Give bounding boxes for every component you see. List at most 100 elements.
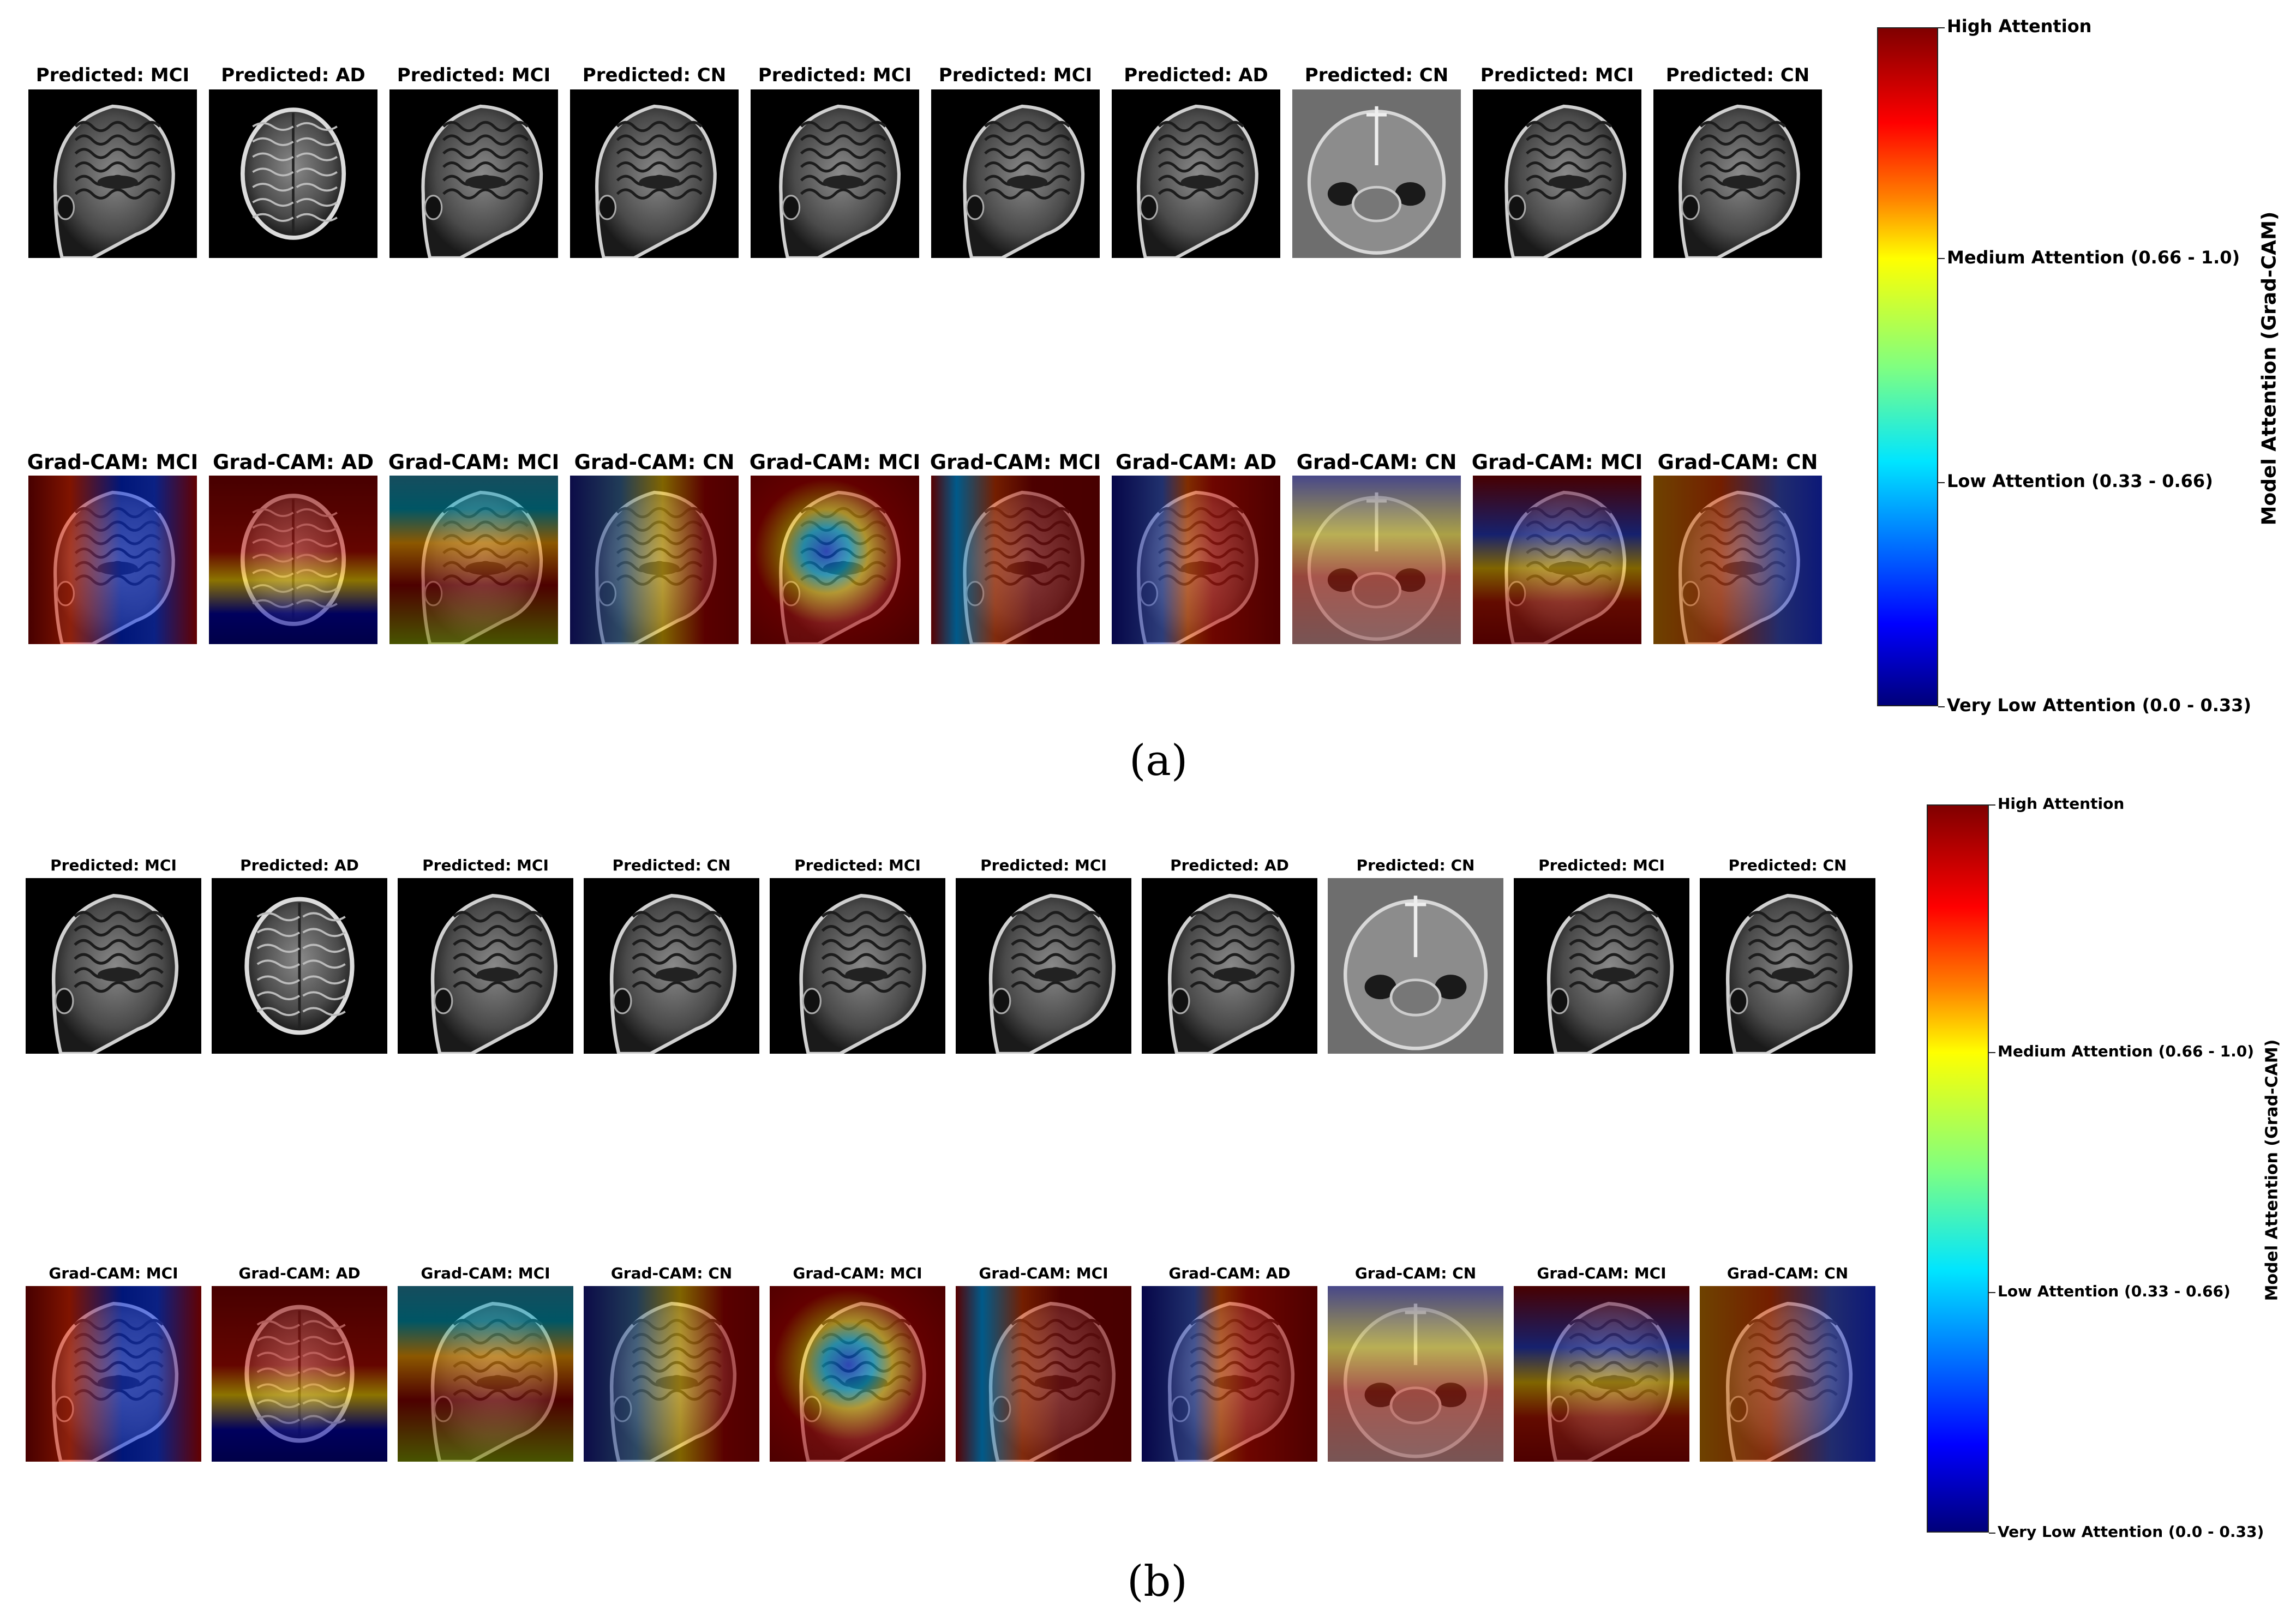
heatmap-overlay-image <box>1514 1286 1689 1462</box>
mri-scan-tile: Predicted: AD <box>1112 64 1280 258</box>
heatmap-overlay-image <box>1292 476 1461 644</box>
heatmap-overlay-image <box>1700 1286 1875 1462</box>
heatmap-overlay-image <box>389 476 558 644</box>
gradcam-label: Grad-CAM: MCI <box>49 1264 178 1282</box>
colorbar-tick-label: Very Low Attention (0.0 - 0.33) <box>1947 695 2252 716</box>
attention-heatmap <box>389 476 558 644</box>
mri-image <box>751 89 919 258</box>
mri-scan-tile: Predicted: AD <box>212 856 387 1054</box>
mri-scan-tile: Predicted: CN <box>1328 856 1503 1054</box>
heatmap-overlay-image <box>209 476 377 644</box>
attention-heatmap <box>956 1286 1131 1462</box>
mri-image <box>209 89 377 258</box>
gradcam-heatmap-tile: Grad-CAM: MCI <box>398 1264 573 1462</box>
gradcam-label: Grad-CAM: CN <box>1727 1264 1849 1282</box>
gradcam-heatmap-tile: Grad-CAM: MCI <box>388 450 559 644</box>
predicted-label: Predicted: MCI <box>397 64 551 86</box>
gradcam-heatmap-tile: Grad-CAM: AD <box>212 1264 387 1462</box>
attention-heatmap <box>1514 1286 1689 1462</box>
predicted-label: Predicted: AD <box>240 856 359 874</box>
attention-heatmap <box>770 1286 945 1462</box>
gradcam-heatmap-tile: Grad-CAM: CN <box>1700 1264 1875 1462</box>
gradcam-label: Grad-CAM: CN <box>1354 1264 1477 1282</box>
mri-scan-tile: Predicted: MCI <box>1514 856 1689 1054</box>
gradcam-heatmap-tile: Grad-CAM: AD <box>1142 1264 1317 1462</box>
attention-heatmap <box>1473 476 1641 644</box>
gradcam-heatmap-tile: Grad-CAM: MCI <box>1514 1264 1689 1462</box>
mri-image <box>1473 89 1641 258</box>
mri-scan-tile: Predicted: MCI <box>26 856 201 1054</box>
attention-heatmap <box>1292 476 1461 644</box>
gradcam-label: Grad-CAM: MCI <box>27 450 199 474</box>
predicted-label: Predicted: MCI <box>1480 64 1634 86</box>
mri-scan-tile: Predicted: MCI <box>751 64 919 258</box>
heatmap-overlay-image <box>1653 476 1822 644</box>
predicted-label: Predicted: MCI <box>50 856 177 874</box>
attention-heatmap <box>212 1286 387 1462</box>
mri-image <box>398 878 573 1054</box>
predicted-label: Predicted: MCI <box>35 64 190 86</box>
predicted-label: Predicted: CN <box>1665 64 1810 86</box>
predicted-label: Predicted: MCI <box>794 856 921 874</box>
predicted-label: Predicted: CN <box>582 64 727 86</box>
heatmap-overlay-image <box>28 476 197 644</box>
attention-heatmap <box>26 1286 201 1462</box>
heatmap-overlay-image <box>1328 1286 1503 1462</box>
colorbar-tick <box>1938 27 1945 28</box>
heatmap-overlay-image <box>751 476 919 644</box>
heatmap-overlay-image <box>398 1286 573 1462</box>
predicted-label: Predicted: AD <box>1124 64 1268 86</box>
gradcam-heatmap-tile: Grad-CAM: MCI <box>1472 450 1642 644</box>
mri-image <box>26 878 201 1054</box>
figure-panel-a: Predicted: MCI Predicted: AD Predicted: … <box>0 0 2296 785</box>
mri-scan-tile: Predicted: CN <box>570 64 739 258</box>
heatmap-overlay-image <box>584 1286 759 1462</box>
gradcam-heatmap-tile: Grad-CAM: MCI <box>956 1264 1131 1462</box>
gradcam-label: Grad-CAM: AD <box>1168 1264 1291 1282</box>
attention-heatmap <box>1142 1286 1317 1462</box>
mri-scan-tile: Predicted: AD <box>209 64 377 258</box>
predicted-label: Predicted: MCI <box>422 856 549 874</box>
mri-image <box>1700 878 1875 1054</box>
panel-caption: (b) <box>1127 1557 1188 1606</box>
gradcam-label: Grad-CAM: AD <box>212 450 374 474</box>
gradcam-heatmap-tile: Grad-CAM: CN <box>584 1264 759 1462</box>
gradcam-heatmap-tile: Grad-CAM: MCI <box>27 450 198 644</box>
mri-scan-tile: Predicted: MCI <box>389 64 558 258</box>
heatmap-overlay-image <box>26 1286 201 1462</box>
gradcam-heatmap-tile: Grad-CAM: CN <box>1292 450 1461 644</box>
colorbar-tick <box>1938 258 1945 260</box>
gradcam-label: Grad-CAM: MCI <box>421 1264 550 1282</box>
gradcam-heatmap-tile: Grad-CAM: AD <box>1112 450 1280 644</box>
mri-image <box>1653 89 1822 258</box>
mri-image <box>956 878 1131 1054</box>
gradcam-heatmap-tile: Grad-CAM: AD <box>209 450 377 644</box>
attention-heatmap <box>931 476 1100 644</box>
heatmap-overlay-image <box>931 476 1100 644</box>
gradcam-label: Grad-CAM: AD <box>1115 450 1277 474</box>
heatmap-overlay-image <box>956 1286 1131 1462</box>
predicted-label: Predicted: AD <box>221 64 365 86</box>
mri-scan-tile: Predicted: MCI <box>956 856 1131 1054</box>
gradcam-label: Grad-CAM: MCI <box>1471 450 1643 474</box>
predicted-label: Predicted: AD <box>1170 856 1289 874</box>
attention-heatmap <box>1112 476 1280 644</box>
mri-image <box>212 878 387 1054</box>
mri-scan-tile: Predicted: MCI <box>28 64 197 258</box>
gradcam-label: Grad-CAM: CN <box>1296 450 1457 474</box>
gradcam-label: Grad-CAM: CN <box>574 450 735 474</box>
gradcam-label: Grad-CAM: CN <box>1657 450 1818 474</box>
mri-scan-tile: Predicted: CN <box>1700 856 1875 1054</box>
gradcam-label: Grad-CAM: MCI <box>930 450 1101 474</box>
mri-image <box>389 89 558 258</box>
mri-image <box>584 878 759 1054</box>
colorbar-tick-label: Medium Attention (0.66 - 1.0) <box>1998 1042 2255 1060</box>
attention-heatmap <box>1653 476 1822 644</box>
attention-heatmap <box>1328 1286 1503 1462</box>
gradcam-label: Grad-CAM: MCI <box>749 450 921 474</box>
attention-heatmap <box>751 476 919 644</box>
attention-heatmap <box>584 1286 759 1462</box>
mri-image <box>28 89 197 258</box>
heatmap-overlay-image <box>1473 476 1641 644</box>
gradcam-heatmap-tile: Grad-CAM: MCI <box>26 1264 201 1462</box>
